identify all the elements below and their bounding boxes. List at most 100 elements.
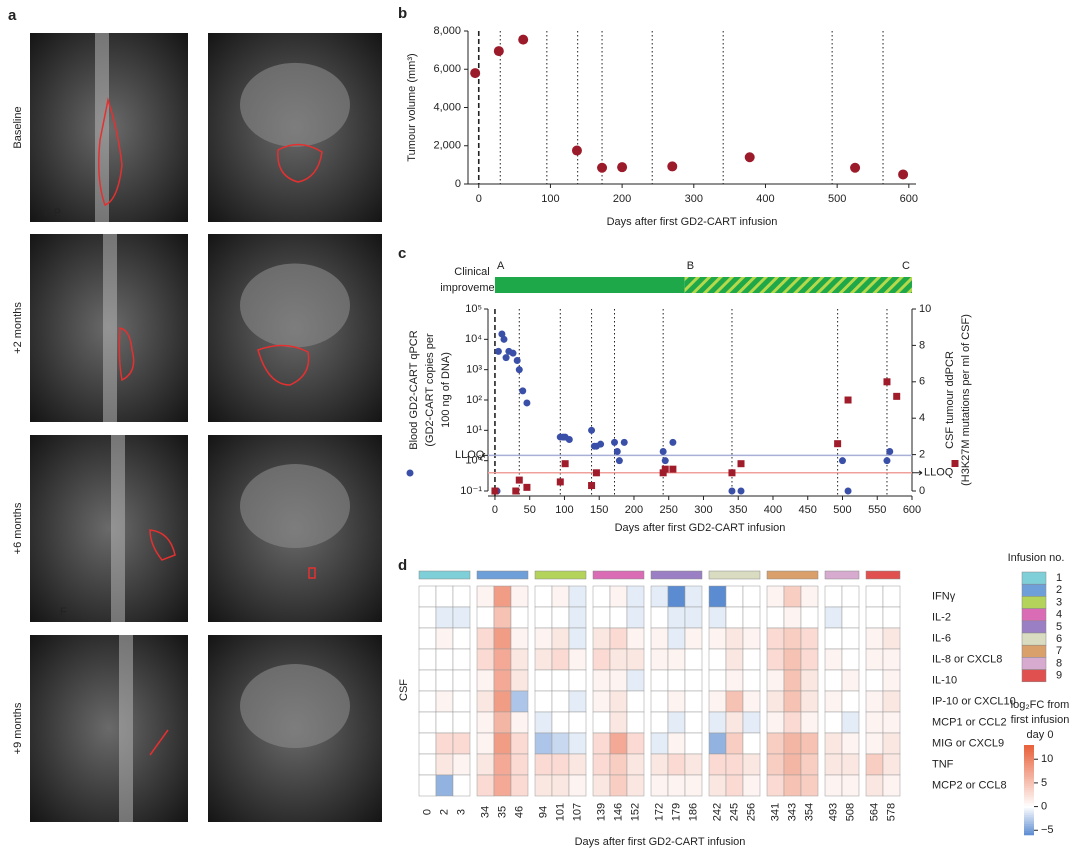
heat-cell <box>841 690 860 713</box>
colorbar-segment <box>1024 787 1034 791</box>
data-point <box>669 465 677 473</box>
heat-cell <box>418 774 437 797</box>
data-point <box>886 448 894 456</box>
heat-cell <box>650 732 669 755</box>
y2-tick-label: 8 <box>919 339 925 351</box>
heat-cell <box>418 711 437 734</box>
y2-tick-label: 0 <box>919 485 925 497</box>
heat-cell <box>684 669 703 692</box>
heat-cell <box>568 669 587 692</box>
heat-cell <box>708 648 727 671</box>
vertebral-body <box>240 62 350 147</box>
heat-cell <box>667 648 686 671</box>
heat-cell <box>534 711 553 734</box>
heat-cell <box>725 627 744 650</box>
heat-cell <box>865 648 884 671</box>
heat-cell <box>766 627 785 650</box>
heat-cell <box>742 711 761 734</box>
legend-label: 1 <box>1056 572 1062 584</box>
data-point <box>728 487 736 495</box>
data-point <box>491 487 499 495</box>
heat-cell <box>783 627 802 650</box>
heat-cell <box>708 774 727 797</box>
data-point <box>515 476 523 484</box>
heat-cell <box>476 732 495 755</box>
heat-cell <box>725 711 744 734</box>
heat-cell <box>626 585 645 608</box>
colorbar-segment <box>1024 781 1034 784</box>
heat-cell <box>824 648 843 671</box>
x-tick-label: 354 <box>803 803 815 821</box>
heat-cell <box>783 648 802 671</box>
data-point <box>588 482 596 490</box>
data-point <box>500 335 508 343</box>
tumour-outline <box>149 529 176 561</box>
x-tick-label: 0 <box>421 809 433 815</box>
colorbar-segment <box>1024 801 1034 804</box>
heat-cell <box>534 753 553 776</box>
heat-cell <box>841 774 860 797</box>
heat-cell <box>609 732 628 755</box>
heat-cell <box>650 711 669 734</box>
data-point <box>728 469 736 477</box>
row-label: +2 months <box>12 302 24 354</box>
heat-cell <box>841 669 860 692</box>
heat-cell <box>841 648 860 671</box>
heat-cell <box>742 774 761 797</box>
heat-cell <box>708 669 727 692</box>
heat-cell <box>882 585 901 608</box>
x-tick-label: 400 <box>756 193 774 205</box>
legend-swatch <box>1021 644 1047 658</box>
heat-cell <box>476 669 495 692</box>
x-tick-label: 508 <box>844 803 856 821</box>
heat-cell <box>667 732 686 755</box>
heat-cell <box>626 753 645 776</box>
heat-cell <box>725 690 744 713</box>
heat-cell <box>435 732 454 755</box>
heat-cell <box>609 648 628 671</box>
colorbar-segment <box>1024 776 1034 780</box>
x-tick-label: 564 <box>868 803 880 821</box>
heat-cell <box>841 753 860 776</box>
heat-cell <box>592 690 611 713</box>
heat-cell <box>568 690 587 713</box>
heat-cell <box>435 648 454 671</box>
colorbar-tick-label: 10 <box>1041 753 1053 765</box>
x-tick-label: 2 <box>438 809 450 815</box>
x-tick-label: 250 <box>660 504 678 516</box>
heat-cell <box>841 606 860 629</box>
colorbar-segment <box>1024 763 1034 766</box>
y-tick-label: 10⁵ <box>465 303 482 315</box>
heat-cell <box>435 669 454 692</box>
x-tick-label: 3 <box>455 809 467 815</box>
colorbar-title: log₂FC from <box>1011 699 1070 711</box>
x-tick-label: 152 <box>629 803 641 821</box>
x-tick-label: 550 <box>868 504 886 516</box>
data-point <box>523 399 531 407</box>
data-point <box>470 68 481 79</box>
tumour-outline <box>98 97 123 206</box>
colorbar-segment <box>1024 814 1034 818</box>
heat-cell <box>534 669 553 692</box>
heat-cell <box>418 627 437 650</box>
legend-label: 4 <box>1056 609 1062 621</box>
heat-cell <box>708 606 727 629</box>
data-point <box>883 457 891 465</box>
legend-marker <box>951 460 959 467</box>
x-tick-label: 200 <box>625 504 643 516</box>
x-axis-label: Days after first GD2-CART infusion <box>615 522 786 534</box>
data-point <box>512 487 520 495</box>
legend-swatch <box>1021 632 1047 646</box>
data-point <box>893 392 901 400</box>
colorbar-segment <box>1024 772 1034 775</box>
heat-cell <box>783 753 802 776</box>
heat-cell <box>800 753 819 776</box>
x-tick-label: 146 <box>612 803 624 821</box>
heat-cell <box>783 606 802 629</box>
data-point <box>615 457 623 465</box>
heat-cell <box>766 669 785 692</box>
heat-cell <box>865 690 884 713</box>
data-point <box>523 483 531 491</box>
x-axis-label: Days after first GD2-CART infusion <box>607 216 778 228</box>
heat-cell <box>800 732 819 755</box>
